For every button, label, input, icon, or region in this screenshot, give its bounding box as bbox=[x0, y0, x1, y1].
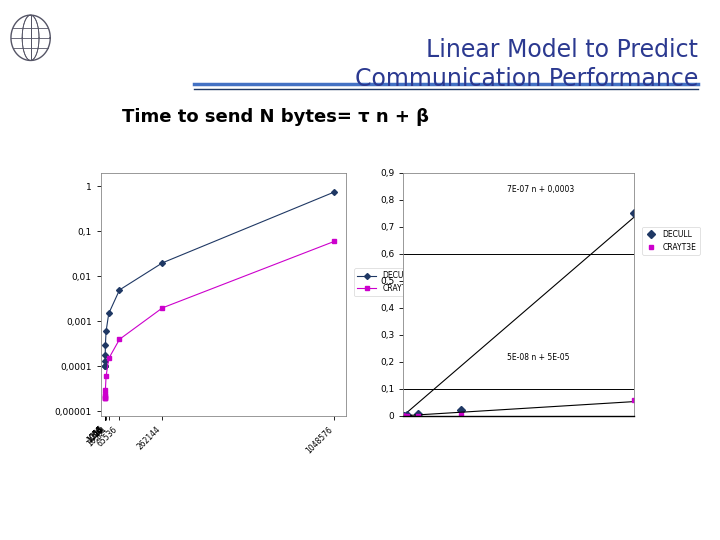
DECULL bbox=[115, 287, 124, 293]
CRAYT3E bbox=[399, 413, 408, 419]
DECULL bbox=[102, 328, 110, 335]
DECULL bbox=[400, 413, 408, 419]
CRAYT3E bbox=[158, 305, 167, 311]
CRAYT3E bbox=[115, 336, 124, 342]
CRAYT3E bbox=[101, 387, 109, 393]
CRAYT3E bbox=[399, 413, 408, 419]
CRAYT3E bbox=[456, 412, 465, 418]
CRAYT3E bbox=[399, 413, 408, 419]
DECULL bbox=[399, 413, 408, 419]
Line: DECULL: DECULL bbox=[103, 190, 336, 368]
Text: 5E-08 n + 5E-05: 5E-08 n + 5E-05 bbox=[507, 353, 570, 362]
Legend: DECULL, CRAYT3E: DECULL, CRAYT3E bbox=[642, 227, 700, 255]
CRAYT3E bbox=[629, 396, 638, 403]
DECULL bbox=[101, 363, 109, 370]
DECULL bbox=[101, 363, 109, 370]
DECULL bbox=[104, 310, 113, 317]
CRAYT3E bbox=[402, 413, 411, 419]
CRAYT3E bbox=[102, 373, 110, 380]
Legend: DECULL, CRAYT3E: DECULL, CRAYT3E bbox=[354, 268, 420, 296]
CRAYT3E bbox=[400, 413, 408, 419]
Text: Linear Model to Predict: Linear Model to Predict bbox=[426, 38, 698, 62]
Text: Communication Performance: Communication Performance bbox=[355, 68, 698, 91]
DECULL bbox=[402, 412, 411, 418]
DECULL bbox=[101, 352, 109, 358]
DECULL bbox=[456, 407, 465, 414]
DECULL bbox=[158, 260, 167, 266]
DECULL bbox=[413, 411, 422, 418]
DECULL bbox=[399, 413, 408, 419]
CRAYT3E bbox=[399, 413, 408, 419]
CRAYT3E bbox=[101, 393, 109, 399]
CRAYT3E bbox=[101, 390, 109, 397]
Line: CRAYT3E: CRAYT3E bbox=[401, 397, 636, 418]
DECULL bbox=[101, 363, 109, 370]
CRAYT3E bbox=[399, 413, 408, 419]
DECULL bbox=[399, 413, 408, 419]
DECULL bbox=[629, 210, 638, 217]
Line: DECULL: DECULL bbox=[400, 211, 636, 418]
CRAYT3E bbox=[104, 355, 113, 362]
DECULL bbox=[330, 189, 338, 195]
Line: CRAYT3E: CRAYT3E bbox=[103, 239, 336, 400]
Text: Time to send N bytes= τ n + β: Time to send N bytes= τ n + β bbox=[122, 108, 429, 126]
DECULL bbox=[101, 358, 109, 365]
CRAYT3E bbox=[330, 238, 338, 245]
CRAYT3E bbox=[101, 395, 109, 401]
DECULL bbox=[101, 342, 109, 348]
CRAYT3E bbox=[101, 395, 109, 401]
Text: 7E-07 n + 0,0003: 7E-07 n + 0,0003 bbox=[507, 185, 574, 194]
CRAYT3E bbox=[399, 413, 408, 419]
CRAYT3E bbox=[101, 395, 109, 401]
DECULL bbox=[399, 413, 408, 419]
CRAYT3E bbox=[413, 413, 422, 419]
DECULL bbox=[399, 413, 408, 419]
DECULL bbox=[399, 413, 408, 419]
